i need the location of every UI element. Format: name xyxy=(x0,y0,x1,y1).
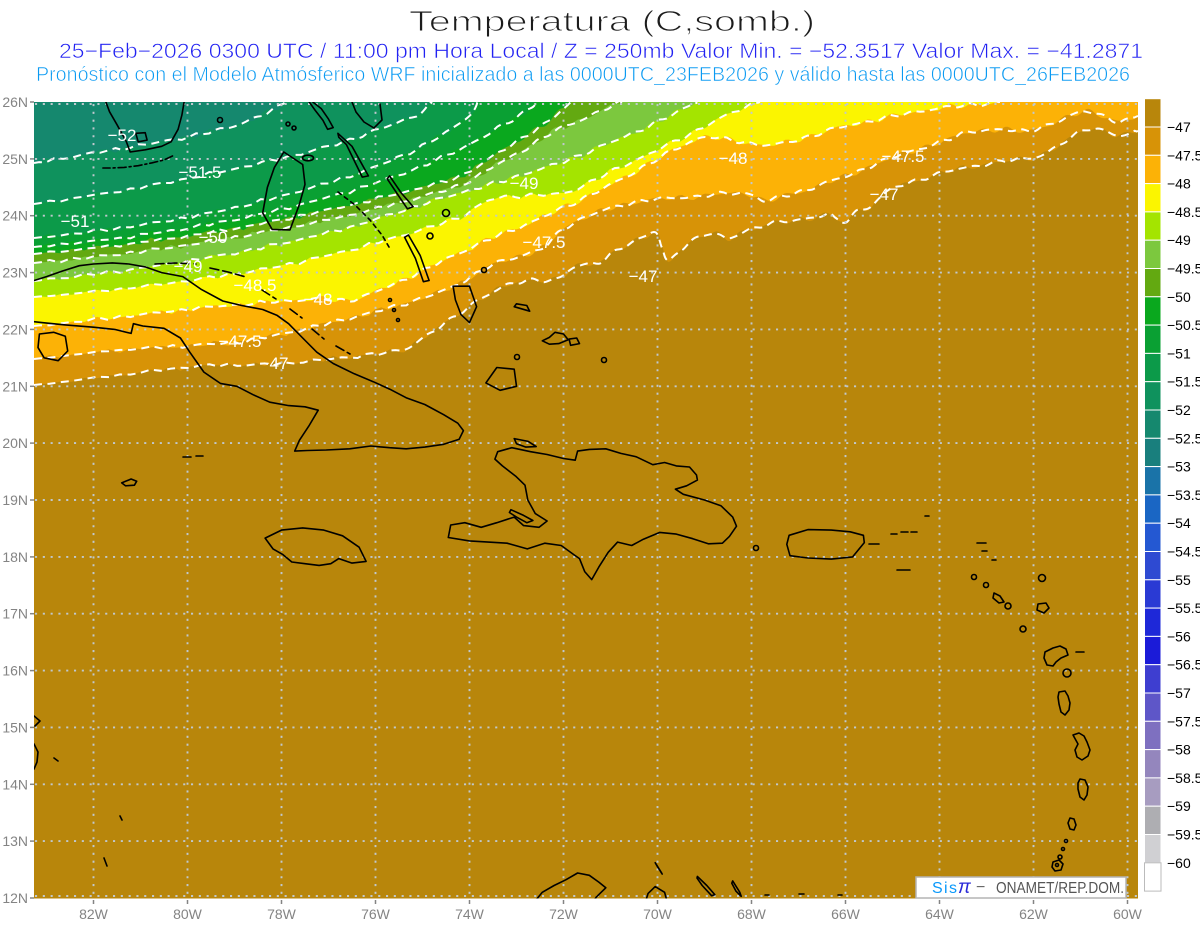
svg-text:12N: 12N xyxy=(2,890,28,906)
svg-text:−59.5: −59.5 xyxy=(1167,827,1200,843)
svg-text:72W: 72W xyxy=(549,906,579,922)
svg-text:13N: 13N xyxy=(2,833,28,849)
svg-text:25−Feb−2026 0300 UTC / 11:00: 25−Feb−2026 0300 UTC / 11:00 pm Hora Loc… xyxy=(59,40,1143,63)
svg-text:−55.5: −55.5 xyxy=(1167,600,1200,616)
svg-text:80W: 80W xyxy=(173,906,203,922)
svg-text:−47: −47 xyxy=(1167,119,1191,135)
svg-text:70W: 70W xyxy=(643,906,673,922)
svg-text:−49: −49 xyxy=(174,257,203,276)
svg-text:60W: 60W xyxy=(1113,906,1143,922)
svg-text:Temperatura (C,somb.): Temperatura (C,somb.) xyxy=(409,6,815,38)
svg-text:−56.5: −56.5 xyxy=(1167,657,1200,673)
svg-text:−52: −52 xyxy=(108,126,137,145)
svg-text:−60: −60 xyxy=(1167,855,1191,871)
svg-text:−47: −47 xyxy=(260,354,289,373)
svg-text:−57: −57 xyxy=(1167,685,1191,701)
svg-text:−49: −49 xyxy=(510,174,539,193)
svg-text:21N: 21N xyxy=(2,378,28,394)
svg-text:−54.5: −54.5 xyxy=(1167,544,1200,560)
svg-text:−50: −50 xyxy=(1167,289,1191,305)
svg-text:16N: 16N xyxy=(2,663,28,679)
svg-text:−50: −50 xyxy=(199,228,228,247)
svg-text:Pronóstico con el Modelo Atmós: Pronóstico con el Modelo Atmósferico WRF… xyxy=(36,64,1130,86)
svg-text:−48: −48 xyxy=(1167,176,1191,192)
svg-text:76W: 76W xyxy=(361,906,391,922)
svg-text:78W: 78W xyxy=(267,906,297,922)
svg-text:−51: −51 xyxy=(1167,345,1191,361)
svg-text:−53: −53 xyxy=(1167,459,1191,475)
svg-text:19N: 19N xyxy=(2,492,28,508)
svg-text:−56: −56 xyxy=(1167,628,1191,644)
svg-text:π: π xyxy=(958,877,972,898)
svg-text:66W: 66W xyxy=(831,906,861,922)
svg-text:23N: 23N xyxy=(2,265,28,281)
svg-text:18N: 18N xyxy=(2,549,28,565)
svg-text:−52: −52 xyxy=(1167,402,1191,418)
svg-text:−57.5: −57.5 xyxy=(1167,713,1200,729)
svg-text:64W: 64W xyxy=(925,906,955,922)
svg-text:82W: 82W xyxy=(79,906,109,922)
svg-text:ONAMET/REP.DOM.: ONAMET/REP.DOM. xyxy=(996,880,1124,897)
svg-text:−55: −55 xyxy=(1167,572,1191,588)
svg-text:74W: 74W xyxy=(455,906,485,922)
svg-text:68W: 68W xyxy=(737,906,767,922)
svg-text:−51.5: −51.5 xyxy=(178,163,221,182)
svg-text:−58.5: −58.5 xyxy=(1167,770,1200,786)
svg-text:−48.5: −48.5 xyxy=(1167,204,1200,220)
svg-text:26N: 26N xyxy=(2,94,28,110)
svg-text:20N: 20N xyxy=(2,435,28,451)
svg-text:−47: −47 xyxy=(870,185,899,204)
svg-text:−47.5: −47.5 xyxy=(522,233,565,252)
svg-text:17N: 17N xyxy=(2,606,28,622)
svg-text:−52.5: −52.5 xyxy=(1167,430,1200,446)
svg-text:62W: 62W xyxy=(1019,906,1049,922)
svg-text:14N: 14N xyxy=(2,776,28,792)
svg-text:−51.5: −51.5 xyxy=(1167,374,1200,390)
svg-text:−53.5: −53.5 xyxy=(1167,487,1200,503)
svg-text:−59: −59 xyxy=(1167,798,1191,814)
svg-text:24N: 24N xyxy=(2,208,28,224)
svg-text:−50.5: −50.5 xyxy=(1167,317,1200,333)
svg-text:−47.5: −47.5 xyxy=(1167,147,1200,163)
svg-text:−51: −51 xyxy=(61,212,90,231)
svg-text:−54: −54 xyxy=(1167,515,1191,531)
svg-text:−47.5: −47.5 xyxy=(218,332,261,351)
svg-text:15N: 15N xyxy=(2,719,28,735)
svg-text:25N: 25N xyxy=(2,151,28,167)
svg-text:−48: −48 xyxy=(719,149,748,168)
svg-text:−47: −47 xyxy=(629,267,658,286)
svg-text:−49.5: −49.5 xyxy=(1167,261,1200,277)
svg-text:−47.5: −47.5 xyxy=(881,147,924,166)
svg-text:22N: 22N xyxy=(2,321,28,337)
svg-text:−: − xyxy=(976,879,985,896)
svg-text:−49: −49 xyxy=(1167,232,1191,248)
svg-text:−48.5: −48.5 xyxy=(233,276,276,295)
svg-text:−48: −48 xyxy=(304,290,333,309)
svg-text:−58: −58 xyxy=(1167,742,1191,758)
svg-text:Sis: Sis xyxy=(932,880,957,897)
